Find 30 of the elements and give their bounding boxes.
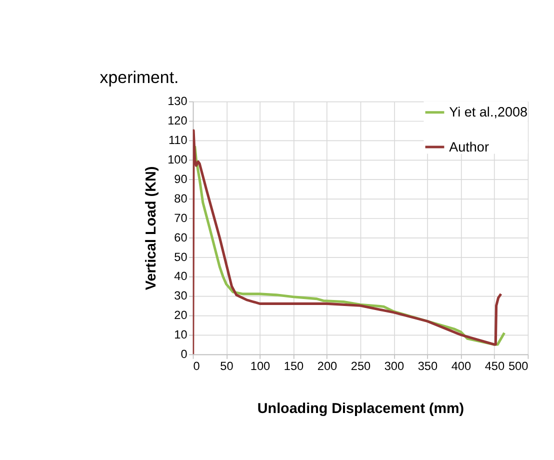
y-tick-label: 110 (168, 133, 188, 148)
x-tick-label: 400 (451, 358, 472, 373)
y-tick-label: 120 (168, 114, 188, 128)
y-tick-label: 130 (168, 94, 188, 108)
y-tick-label: 20 (174, 308, 188, 322)
x-tick-label: 500 (508, 358, 529, 373)
y-tick-label: 80 (174, 191, 188, 206)
y-tick-label: 90 (174, 172, 188, 186)
x-tick-label: 100 (250, 358, 271, 373)
y-tick-label: 40 (174, 269, 188, 284)
x-tick-label: 300 (384, 358, 405, 373)
y-tick-label: 10 (174, 328, 188, 342)
y-tick-label: 70 (174, 210, 188, 225)
legend-label: Yi et al.,2008 (449, 104, 528, 120)
x-tick-label: 250 (350, 358, 372, 373)
y-tick-label: 60 (174, 230, 188, 244)
x-axis-title: Unloading Displacement (mm) (257, 401, 464, 418)
x-tick-label: 200 (317, 358, 338, 373)
y-axis-title: Vertical Load (KN) (144, 166, 160, 290)
y-tick-label: 100 (168, 152, 188, 167)
x-tick-label: 50 (220, 358, 234, 373)
y-tick-label: 30 (174, 288, 188, 303)
text: xperiment. (100, 68, 179, 87)
y-tick-label: 0 (180, 347, 188, 362)
x-tick-label: 450 (484, 358, 505, 373)
legend-label: Author (449, 139, 490, 154)
y-tick-label: 50 (174, 250, 188, 264)
x-tick-label: 150 (284, 358, 304, 373)
x-tick-label: 350 (418, 358, 438, 373)
x-tick-label: 0 (193, 358, 200, 373)
